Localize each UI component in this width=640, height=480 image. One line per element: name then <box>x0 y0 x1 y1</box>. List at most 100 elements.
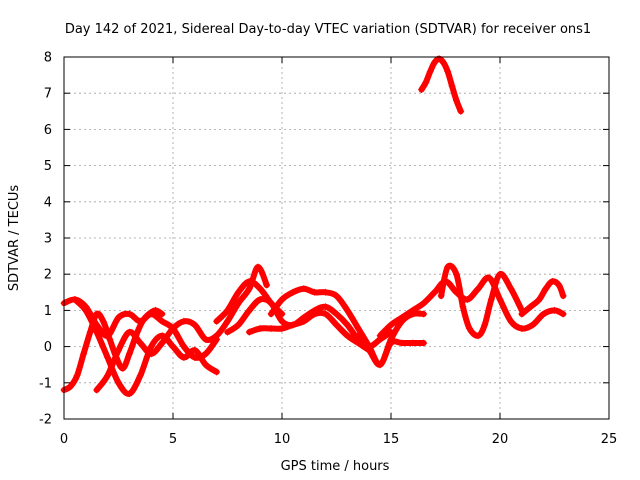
data-point-marker <box>540 310 548 318</box>
y-tick-label: 5 <box>44 159 52 174</box>
series-sat-track-12 <box>518 277 567 318</box>
y-tick-label: 4 <box>44 195 52 210</box>
data-point-marker <box>311 288 319 296</box>
data-point-marker <box>245 285 253 293</box>
series-sat-track-8 <box>267 285 428 369</box>
data-point-marker <box>527 303 535 311</box>
data-point-marker <box>93 386 101 394</box>
data-point-marker <box>555 281 563 289</box>
data-point-marker <box>444 263 452 271</box>
data-point-marker <box>354 325 362 332</box>
data-point-marker <box>191 321 199 329</box>
data-point-marker <box>322 288 330 296</box>
data-point-marker <box>289 321 297 329</box>
y-axis-label: SDTVAR / TECUs <box>7 185 22 292</box>
data-point-marker <box>426 67 434 75</box>
data-point-marker <box>202 361 210 369</box>
data-point-marker <box>444 67 452 75</box>
data-point-marker <box>343 332 351 340</box>
data-point-marker <box>93 328 101 336</box>
data-point-marker <box>213 317 221 325</box>
data-point-marker <box>333 321 340 329</box>
series-sat-track-4 <box>93 263 271 394</box>
data-point-marker <box>213 368 221 376</box>
data-point-marker <box>245 328 253 336</box>
data-point-marker <box>136 372 144 380</box>
data-point-marker <box>452 96 460 104</box>
x-tick-label: 5 <box>169 432 177 447</box>
data-point-marker <box>202 350 210 358</box>
data-point-marker <box>278 317 286 325</box>
data-point-marker <box>267 325 275 332</box>
data-point-marker <box>256 285 264 293</box>
x-tick-label: 0 <box>60 432 68 447</box>
data-point-marker <box>99 317 107 325</box>
data-point-marker <box>169 343 177 351</box>
data-point-marker <box>147 350 155 358</box>
data-point-marker <box>263 281 271 289</box>
data-point-marker <box>535 296 543 304</box>
data-point-marker <box>158 317 166 325</box>
data-point-marker <box>485 274 493 282</box>
series-layer <box>60 55 567 398</box>
data-point-marker <box>300 285 308 293</box>
series-sat-track-3 <box>71 296 221 398</box>
data-point-marker <box>398 339 406 347</box>
data-point-marker <box>191 346 199 354</box>
data-point-marker <box>518 325 526 332</box>
data-point-marker <box>119 364 127 372</box>
data-point-marker <box>234 321 242 329</box>
data-point-marker <box>354 332 362 340</box>
data-point-marker <box>145 310 153 318</box>
chart-title: Day 142 of 2021, Sidereal Day-to-day VTE… <box>65 22 591 37</box>
x-tick-label: 10 <box>274 432 291 447</box>
x-axis-ticks: 0 5 10 15 20 25 <box>60 57 617 447</box>
data-point-marker <box>152 306 160 314</box>
y-tick-label: 8 <box>44 51 52 66</box>
y-axis-ticks: -2 -1 0 1 2 3 4 5 6 7 8 <box>39 51 609 428</box>
data-point-marker <box>452 270 460 278</box>
series-trace <box>377 274 567 339</box>
data-point-marker <box>115 379 122 387</box>
data-point-marker <box>418 86 426 94</box>
data-point-marker <box>474 332 482 340</box>
data-point-marker <box>115 314 122 322</box>
series-trace <box>61 307 166 393</box>
data-point-marker <box>234 288 242 296</box>
data-point-marker <box>463 296 471 304</box>
y-tick-label: 0 <box>44 340 52 355</box>
data-point-marker <box>333 310 340 318</box>
data-point-marker <box>224 306 231 314</box>
data-point-marker <box>202 335 210 343</box>
data-point-marker <box>398 314 406 322</box>
y-tick-label: 1 <box>44 304 52 319</box>
data-point-marker <box>431 288 439 296</box>
data-point-marker <box>300 317 308 325</box>
data-point-marker <box>448 82 456 90</box>
y-tick-label: 3 <box>44 232 52 247</box>
data-point-marker <box>548 277 556 285</box>
data-point-marker <box>376 361 384 369</box>
x-tick-label: 15 <box>383 432 400 447</box>
data-point-marker <box>158 310 166 318</box>
data-point-marker <box>180 343 188 351</box>
data-point-marker <box>343 306 351 314</box>
data-point-marker <box>180 317 188 325</box>
data-point-marker <box>409 339 417 347</box>
x-tick-label: 20 <box>492 432 509 447</box>
data-point-marker <box>333 292 340 300</box>
data-point-marker <box>278 296 286 304</box>
data-point-marker <box>256 325 264 332</box>
data-point-marker <box>125 310 133 318</box>
data-point-marker <box>125 390 133 398</box>
data-point-marker <box>213 332 221 340</box>
data-point-marker <box>459 303 467 311</box>
series-trace <box>418 55 464 115</box>
data-point-marker <box>507 317 515 325</box>
data-point-marker <box>254 263 262 271</box>
series-sat-track-13 <box>418 55 465 115</box>
data-point-marker <box>322 303 330 311</box>
data-point-marker <box>474 285 482 293</box>
data-point-marker <box>147 343 155 351</box>
